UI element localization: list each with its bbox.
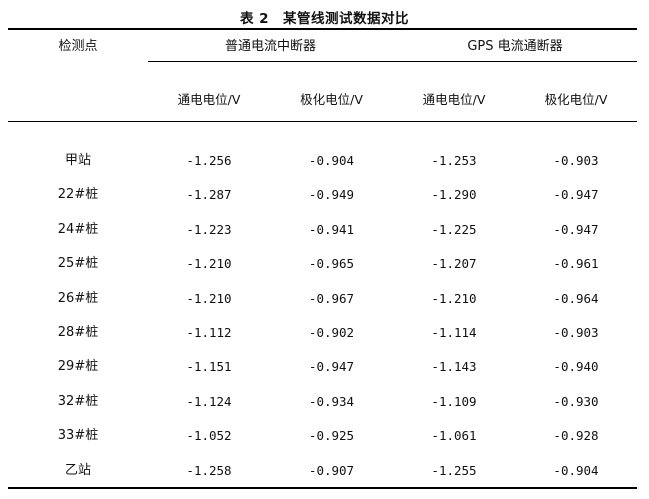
cell-station: 28#桩 <box>57 324 99 340</box>
subheader-polarized-potential-gps: 极化电位/V <box>544 92 608 107</box>
cell-station: 29#桩 <box>57 359 99 375</box>
cell-polarized-potential-normal: -0.904 <box>308 153 355 168</box>
cell-on-potential-normal: -1.223 <box>186 221 232 237</box>
table-row: 乙站 -1.258 -0.907 -1.255 -0.904 <box>8 454 637 488</box>
cell-on-potential-gps: -1.061 <box>431 428 477 444</box>
cell-polarized-potential-gps: -0.904 <box>553 462 599 478</box>
table-row: 25#桩 -1.210 -0.965 -1.207 -0.961 <box>8 247 637 281</box>
group-header-rule <box>148 61 637 62</box>
cell-polarized-potential-gps: -0.947 <box>553 187 599 203</box>
table-row: 28#桩 -1.112 -0.902 -1.114 -0.903 <box>8 316 637 350</box>
cell-on-potential-gps: -1.253 <box>431 153 477 168</box>
cell-polarized-potential-normal: -0.902 <box>308 324 355 340</box>
cell-polarized-potential-gps: -0.947 <box>553 221 599 237</box>
header-group-normal-interrupter: 普通电流中断器 <box>224 39 316 54</box>
cell-station: 26#桩 <box>57 290 99 306</box>
cell-on-potential-normal: -1.256 <box>186 153 232 168</box>
cell-on-potential-normal: -1.112 <box>186 324 232 340</box>
cell-on-potential-gps: -1.225 <box>431 221 477 237</box>
cell-station: 24#桩 <box>57 221 99 237</box>
cell-polarized-potential-normal: -0.941 <box>308 221 355 237</box>
cell-on-potential-gps: -1.290 <box>431 187 477 203</box>
table-row: 24#桩 -1.223 -0.941 -1.225 -0.947 <box>8 213 637 247</box>
cell-station: 32#桩 <box>57 393 99 409</box>
header-station: 检测点 <box>58 39 98 54</box>
cell-station: 25#桩 <box>57 256 99 272</box>
cell-on-potential-gps: -1.114 <box>431 324 477 340</box>
cell-on-potential-normal: -1.210 <box>186 290 232 306</box>
cell-polarized-potential-normal: -0.965 <box>308 256 355 272</box>
cell-on-potential-normal: -1.151 <box>186 359 232 375</box>
cell-polarized-potential-normal: -0.947 <box>308 359 355 375</box>
table-title: 表 2 某管线测试数据对比 <box>239 11 410 27</box>
cell-polarized-potential-normal: -0.949 <box>308 187 355 203</box>
cell-on-potential-gps: -1.210 <box>431 290 477 306</box>
cell-polarized-potential-gps: -0.940 <box>553 359 599 375</box>
cell-polarized-potential-normal: -0.925 <box>308 428 355 444</box>
table-row: 22#桩 -1.287 -0.949 -1.290 -0.947 <box>8 178 637 212</box>
table-row: 29#桩 -1.151 -0.947 -1.143 -0.940 <box>8 350 637 384</box>
cell-polarized-potential-normal: -0.907 <box>308 462 355 478</box>
cell-on-potential-normal: -1.210 <box>186 256 232 272</box>
cell-station: 甲站 <box>64 153 91 168</box>
cell-on-potential-normal: -1.124 <box>186 393 232 409</box>
cell-on-potential-gps: -1.109 <box>431 393 477 409</box>
cell-on-potential-normal: -1.287 <box>186 187 232 203</box>
cell-on-potential-gps: -1.207 <box>431 256 477 272</box>
bottom-rule <box>8 487 637 489</box>
cell-polarized-potential-gps: -0.964 <box>553 290 599 306</box>
cell-station: 33#桩 <box>57 428 99 444</box>
cell-polarized-potential-normal: -0.967 <box>308 290 355 306</box>
cell-polarized-potential-gps: -0.961 <box>553 256 599 272</box>
cell-polarized-potential-gps: -0.903 <box>553 324 599 340</box>
table-row: 甲站 -1.256 -0.904 -1.253 -0.903 <box>8 144 637 178</box>
cell-station: 22#桩 <box>57 187 99 203</box>
table-body: 甲站 -1.256 -0.904 -1.253 -0.903 22#桩 -1.2… <box>8 144 637 488</box>
header-rule <box>8 121 637 122</box>
cell-station: 乙站 <box>64 462 91 478</box>
cell-polarized-potential-gps: -0.903 <box>553 153 599 168</box>
cell-on-potential-normal: -1.258 <box>186 462 232 478</box>
table-row: 32#桩 -1.124 -0.934 -1.109 -0.930 <box>8 385 637 419</box>
header-group-gps-interrupter: GPS 电流通断器 <box>467 39 563 54</box>
cell-on-potential-normal: -1.052 <box>186 428 232 444</box>
cell-polarized-potential-normal: -0.934 <box>308 393 355 409</box>
cell-polarized-potential-gps: -0.930 <box>553 393 599 409</box>
cell-on-potential-gps: -1.143 <box>431 359 477 375</box>
subheader-on-potential-normal: 通电电位/V <box>177 92 241 107</box>
table-row: 33#桩 -1.052 -0.925 -1.061 -0.928 <box>8 419 637 453</box>
top-rule <box>8 28 637 30</box>
subheader-on-potential-gps: 通电电位/V <box>422 92 486 107</box>
subheader-polarized-potential-normal: 极化电位/V <box>300 92 363 107</box>
cell-polarized-potential-gps: -0.928 <box>553 428 599 444</box>
cell-on-potential-gps: -1.255 <box>431 462 477 478</box>
table-row: 26#桩 -1.210 -0.967 -1.210 -0.964 <box>8 282 637 316</box>
